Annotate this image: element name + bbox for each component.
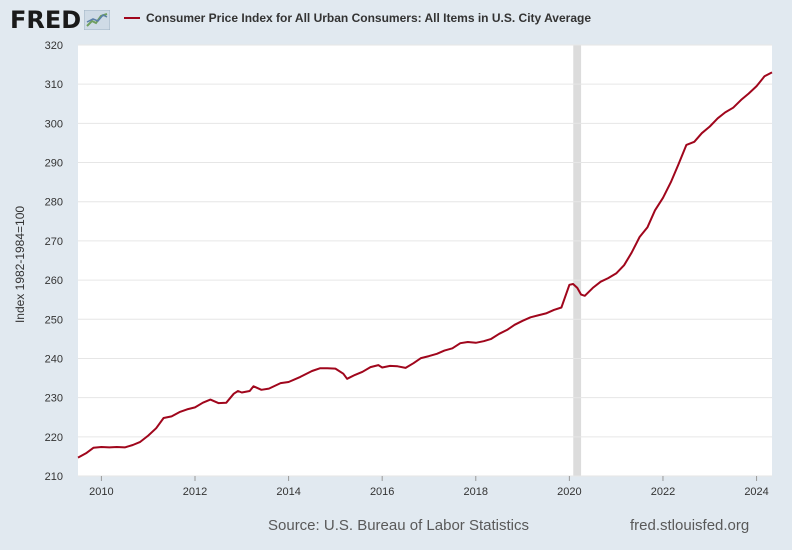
x-tick-label: 2020	[557, 486, 581, 498]
plot-area	[78, 45, 772, 476]
legend-label[interactable]: Consumer Price Index for All Urban Consu…	[146, 11, 591, 25]
x-tick-label: 2016	[370, 486, 394, 498]
fred-url[interactable]: fred.stlouisfed.org	[630, 517, 750, 534]
y-tick-label: 300	[45, 118, 63, 130]
y-tick-label: 230	[45, 393, 63, 405]
fred-chart-icon	[84, 10, 111, 30]
x-tick-label: 2014	[276, 486, 300, 498]
x-tick-label: 2012	[183, 486, 207, 498]
x-tick-label: 2022	[651, 486, 675, 498]
y-axis-title: Index 1982-1984=100	[13, 206, 27, 323]
fred-logo[interactable]: FRED	[10, 6, 82, 34]
legend-swatch	[124, 17, 140, 19]
y-tick-label: 290	[45, 158, 63, 170]
legend: Consumer Price Index for All Urban Consu…	[124, 11, 591, 25]
series-line	[77, 71, 773, 459]
y-tick-label: 280	[45, 197, 63, 209]
y-tick-label: 270	[45, 236, 63, 248]
y-tick-label: 310	[45, 79, 63, 91]
source-note: Source: U.S. Bureau of Labor Statistics	[268, 517, 529, 534]
y-tick-label: 210	[45, 471, 63, 483]
y-tick-label: 220	[45, 432, 63, 444]
y-tick-label: 250	[45, 314, 63, 326]
y-tick-label: 320	[45, 40, 63, 52]
fred-header: FRED	[10, 6, 111, 34]
y-tick-label: 260	[45, 275, 63, 287]
x-tick-label: 2024	[744, 486, 768, 498]
y-tick-label: 240	[45, 353, 63, 365]
x-tick-label: 2010	[89, 486, 113, 498]
x-tick-label: 2018	[464, 486, 488, 498]
recession-band	[573, 45, 582, 476]
